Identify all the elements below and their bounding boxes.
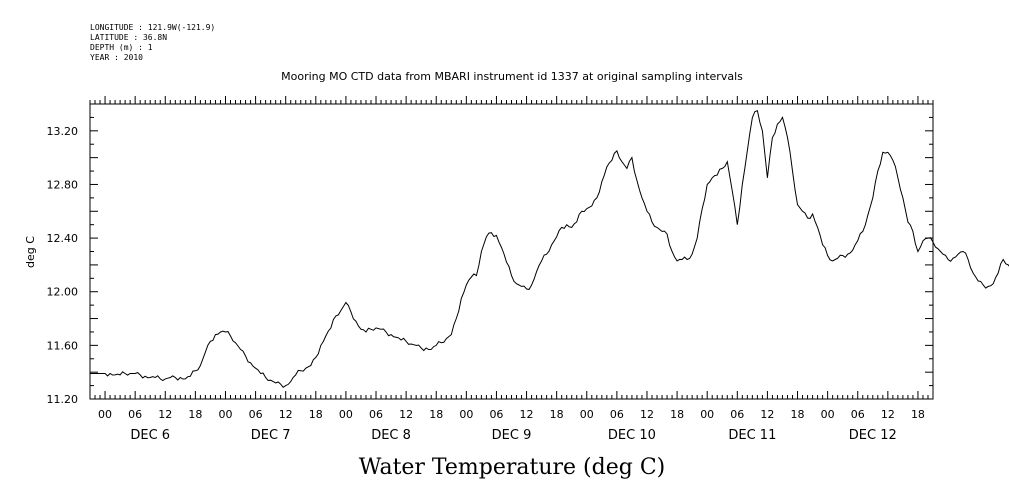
y-tick-label: 12.80 xyxy=(47,178,79,191)
x-hour-label: 06 xyxy=(369,408,383,421)
x-day-label: DEC 9 xyxy=(492,428,532,443)
y-tick-label: 13.20 xyxy=(47,125,79,138)
x-day-label: DEC 11 xyxy=(728,428,776,443)
y-tick-label: 12.00 xyxy=(47,286,79,299)
temperature-line xyxy=(90,110,1009,388)
x-hour-label: 18 xyxy=(911,408,925,421)
meta-block: LONGITUDE : 121.9W(-121.9) LATITUDE : 36… xyxy=(90,23,215,62)
x-hour-label: 00 xyxy=(98,408,112,421)
x-hour-label: 12 xyxy=(399,408,413,421)
x-hour-label: 18 xyxy=(429,408,443,421)
x-hour-label: 18 xyxy=(670,408,684,421)
meta-longitude: LONGITUDE : 121.9W(-121.9) xyxy=(90,23,215,32)
x-hour-label: 06 xyxy=(851,408,865,421)
x-day-label: DEC 8 xyxy=(371,428,411,443)
x-hour-label: 18 xyxy=(791,408,805,421)
x-hour-label: 18 xyxy=(188,408,202,421)
x-hour-label: 00 xyxy=(580,408,594,421)
meta-latitude: LATITUDE : 36.8N xyxy=(90,33,167,42)
x-hour-label: 06 xyxy=(128,408,142,421)
x-hour-label: 12 xyxy=(640,408,654,421)
y-tick-label: 11.20 xyxy=(47,393,79,406)
x-hour-label: 06 xyxy=(610,408,624,421)
x-hour-label: 00 xyxy=(218,408,232,421)
x-hour-label: 12 xyxy=(158,408,172,421)
x-hour-label: 12 xyxy=(760,408,774,421)
y-tick-label: 12.40 xyxy=(47,232,79,245)
x-hour-label: 12 xyxy=(279,408,293,421)
x-hour-label: 00 xyxy=(821,408,835,421)
chart-title: Mooring MO CTD data from MBARI instrumen… xyxy=(281,70,743,83)
meta-depth: DEPTH (m) : 1 xyxy=(90,43,153,52)
x-hour-label: 06 xyxy=(489,408,503,421)
x-axis: 00 06 12 18 00 06 12 18 00 06 12 18 00 06 12 18 00 06 12 18… xyxy=(89,96,934,443)
x-hour-label: 18 xyxy=(309,408,323,421)
x-day-label: DEC 10 xyxy=(608,428,656,443)
x-hour-label: 00 xyxy=(339,408,353,421)
x-day-label: DEC 7 xyxy=(251,428,291,443)
x-hour-label: 12 xyxy=(881,408,895,421)
y-axis: 11.20 11.60 12.00 12.40 12.80 13.20 xyxy=(47,103,933,406)
y-axis-label: deg C xyxy=(24,236,37,268)
x-axis-label: Water Temperature (deg C) xyxy=(359,455,666,480)
x-hour-label: 06 xyxy=(249,408,263,421)
meta-year: YEAR : 2010 xyxy=(90,53,143,62)
x-hour-label: 06 xyxy=(730,408,744,421)
x-hour-label: 12 xyxy=(520,408,534,421)
y-tick-label: 11.60 xyxy=(47,339,79,352)
x-day-label: DEC 12 xyxy=(849,428,897,443)
plot-frame xyxy=(89,103,934,400)
x-hour-label: 18 xyxy=(550,408,564,421)
series-group xyxy=(90,110,1009,388)
x-day-label: DEC 6 xyxy=(130,428,170,443)
x-hour-label: 00 xyxy=(459,408,473,421)
x-hour-label: 00 xyxy=(700,408,714,421)
